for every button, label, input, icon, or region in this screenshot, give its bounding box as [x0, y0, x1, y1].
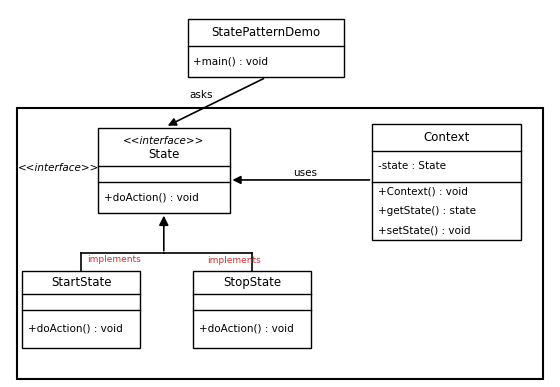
Text: StatePatternDemo: StatePatternDemo [212, 26, 320, 39]
Text: Context: Context [423, 131, 470, 144]
FancyBboxPatch shape [22, 271, 140, 348]
Text: +Context() : void: +Context() : void [378, 187, 468, 197]
Text: StartState: StartState [51, 276, 111, 289]
Text: +doAction() : void: +doAction() : void [28, 324, 123, 334]
Text: +getState() : state: +getState() : state [378, 206, 476, 216]
Text: implements: implements [207, 255, 261, 265]
Text: +doAction() : void: +doAction() : void [199, 324, 293, 334]
FancyBboxPatch shape [188, 19, 344, 77]
Text: StopState: StopState [223, 276, 281, 289]
Text: -state : State: -state : State [378, 161, 446, 171]
FancyBboxPatch shape [17, 108, 543, 379]
FancyBboxPatch shape [193, 271, 311, 348]
FancyBboxPatch shape [98, 128, 230, 213]
Text: implements: implements [87, 255, 141, 264]
Text: uses: uses [293, 168, 317, 178]
Text: +setState() : void: +setState() : void [378, 225, 470, 235]
Text: asks: asks [190, 90, 213, 100]
Text: <<interface>>: <<interface>> [18, 163, 100, 173]
Text: <<interface>>: <<interface>> [123, 136, 204, 146]
Text: +doAction() : void: +doAction() : void [104, 192, 198, 202]
Text: State: State [148, 147, 180, 161]
FancyBboxPatch shape [372, 124, 521, 240]
Text: +main() : void: +main() : void [193, 57, 268, 67]
